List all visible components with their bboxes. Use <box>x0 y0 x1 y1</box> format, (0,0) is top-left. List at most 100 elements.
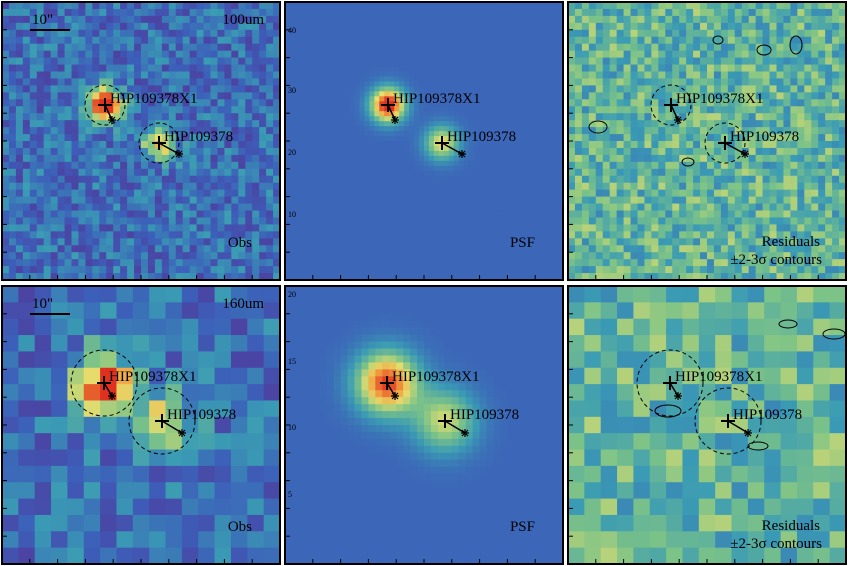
pixel <box>329 61 336 68</box>
pixel <box>468 250 475 256</box>
pixel <box>528 155 534 162</box>
pixel <box>29 238 38 246</box>
pixel <box>438 255 445 261</box>
pixel <box>147 168 156 177</box>
pixel <box>414 6 420 13</box>
pixel <box>299 136 306 142</box>
pixel <box>553 136 559 142</box>
pixel <box>147 203 156 212</box>
pixel <box>493 270 500 276</box>
pixel <box>409 235 415 241</box>
pixel <box>513 215 519 222</box>
pixel <box>379 71 385 78</box>
pixel <box>558 21 563 28</box>
pixel <box>369 131 375 137</box>
pixel <box>168 85 177 93</box>
pixel <box>488 136 495 142</box>
pixel <box>294 11 301 18</box>
pixel <box>533 21 539 28</box>
pixel <box>8 2 17 10</box>
pixel <box>85 224 93 232</box>
pixel <box>161 15 170 24</box>
pixel <box>168 147 177 156</box>
pixel <box>513 260 519 266</box>
pixel <box>2 147 10 156</box>
pixel <box>141 182 149 191</box>
pixel <box>319 26 326 33</box>
pixel <box>175 92 184 100</box>
pixel <box>478 46 485 53</box>
pixel <box>528 170 534 177</box>
pixel <box>71 29 80 38</box>
pixel <box>43 127 52 135</box>
pixel <box>503 175 509 182</box>
pixel <box>339 6 346 13</box>
pixel <box>106 196 114 205</box>
pixel <box>15 161 24 170</box>
pixel <box>468 215 475 222</box>
pixel <box>134 8 142 17</box>
pixel <box>196 92 205 100</box>
pixel <box>294 210 301 217</box>
pixel <box>483 260 490 266</box>
pixel <box>15 36 24 45</box>
pixel <box>568 99 576 107</box>
pixel <box>419 245 425 251</box>
pixel <box>493 145 500 152</box>
pixel <box>574 92 583 100</box>
pixel <box>553 96 559 102</box>
pixel <box>64 64 73 73</box>
pixel <box>374 61 380 68</box>
pixel <box>404 41 410 48</box>
pixel <box>424 21 430 28</box>
pixel <box>458 26 465 33</box>
pixel <box>453 175 460 182</box>
pixel <box>294 145 301 152</box>
pixel <box>448 200 455 207</box>
pixel <box>558 240 563 246</box>
pixel <box>43 92 52 100</box>
pixel <box>15 22 24 31</box>
pixel <box>394 86 400 92</box>
pixel <box>203 99 212 107</box>
pixel <box>548 131 554 137</box>
pixel <box>409 46 415 53</box>
pixel <box>384 66 390 73</box>
pixel <box>508 150 514 157</box>
pixel <box>478 41 485 48</box>
pixel <box>488 56 495 63</box>
pixel <box>394 220 400 226</box>
pixel <box>203 210 212 219</box>
pixel <box>543 86 549 92</box>
pixel <box>289 260 296 266</box>
pixel <box>483 165 490 172</box>
pixel <box>463 2 470 8</box>
pixel <box>273 99 280 107</box>
pixel <box>354 200 361 207</box>
pixel <box>374 51 380 58</box>
pixel <box>259 147 267 156</box>
pixel <box>354 245 361 251</box>
pixel <box>231 224 239 232</box>
pixel <box>473 76 480 83</box>
pixel <box>36 85 45 93</box>
pixel <box>369 16 375 23</box>
pixel <box>394 41 400 48</box>
pixel <box>513 195 519 202</box>
pixel <box>488 51 495 58</box>
pixel <box>285 215 291 222</box>
pixel <box>175 259 184 267</box>
pixel <box>389 200 395 207</box>
pixel <box>224 161 232 170</box>
pixel <box>168 120 177 128</box>
pixel <box>294 195 301 202</box>
pixel <box>203 154 212 163</box>
pixel <box>503 86 509 92</box>
pixel <box>309 121 316 127</box>
pixel <box>498 126 505 132</box>
pixel <box>231 8 239 17</box>
pixel <box>414 96 420 102</box>
pixel <box>273 266 280 274</box>
pixel <box>473 200 480 207</box>
pixel <box>64 273 73 280</box>
